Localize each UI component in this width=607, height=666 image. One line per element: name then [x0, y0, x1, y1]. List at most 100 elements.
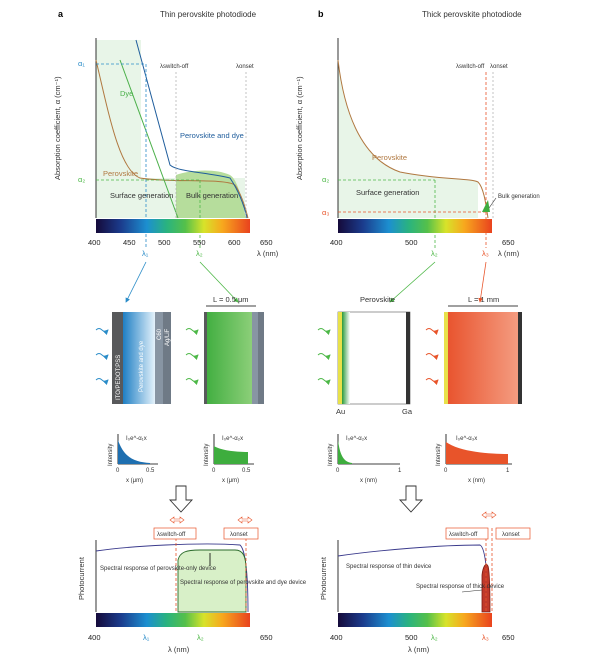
ylabel: Photocurrent — [77, 556, 86, 600]
device-stack-thin-left: ITO/PEDOT:PSS Perovskite and dye C60 Ag/… — [112, 312, 171, 404]
xtick-600: 600 — [228, 238, 241, 247]
panel-a-bottom-spectrum — [96, 613, 250, 627]
xtick-0-5: 0.5 — [146, 468, 155, 474]
intensity-plot-b-right: I₀e^-α₃x Intensity 0 1 x (nm) — [436, 434, 512, 484]
ylabel: Intensity — [204, 444, 210, 466]
layer-ito: ITO/PEDOT:PSS — [116, 355, 122, 400]
lambda3: λ₃ — [482, 633, 489, 642]
xlabel: λ (nm) — [168, 645, 190, 654]
surface-generation-label: Surface generation — [110, 191, 173, 200]
xtick-450: 450 — [123, 238, 136, 247]
xlabel: λ (nm) — [257, 249, 279, 258]
response2: Spectral response of thick device — [416, 584, 505, 590]
surface-generation-label: Surface generation — [356, 188, 419, 197]
xtick-500: 500 — [405, 238, 418, 247]
xtick-650: 650 — [260, 238, 273, 247]
xtick-400: 400 — [88, 633, 101, 642]
formula: I₀e^-α₃x — [456, 436, 477, 442]
layer-c60: C60 — [157, 328, 163, 340]
intensity-plot-a-right: I₀e^-α₂x Intensity 0 0.5 x (μm) — [204, 434, 254, 484]
layer-perovskite-dye: Perovskite and dye — [139, 340, 145, 392]
layer-ag-lif: Ag/LiF — [165, 328, 171, 346]
onset-shift-icon — [237, 516, 253, 524]
xlabel: x (nm) — [468, 478, 485, 484]
lambda1: λ₁ — [143, 633, 150, 642]
xtick-1: 1 — [506, 468, 510, 474]
xtick-1: 1 — [398, 468, 402, 474]
lambda-switch-off-label: λswitch-off — [456, 64, 485, 70]
panel-a-letter: a — [58, 9, 64, 19]
au-label: Au — [336, 407, 345, 416]
wavy-arrows-b-left — [317, 328, 331, 386]
perovskite-label: Perovskite — [103, 169, 138, 178]
ylabel: Absorption coefficient, α (cm⁻¹) — [53, 76, 62, 180]
lambda-onset-box: λonset — [230, 532, 248, 538]
alpha1-label: α₁ — [78, 59, 85, 68]
ylabel: Photocurrent — [319, 556, 328, 600]
xtick-0: 0 — [336, 468, 340, 474]
formula: I₀e^-α₂x — [222, 436, 243, 442]
ylabel: Intensity — [436, 444, 442, 466]
panel-b-bottom-spectrum — [338, 613, 492, 627]
alpha3-label: α₃ — [322, 208, 329, 217]
lambda-onset-label: λonset — [490, 64, 508, 70]
lambda2-label: λ₂ — [196, 249, 203, 258]
bulk-generation-label: Bulk generation — [186, 191, 238, 200]
perovskite-label: Perovskite — [372, 153, 407, 162]
xtick-400: 400 — [88, 238, 101, 247]
xtick-650: 650 — [502, 238, 515, 247]
panel-b-letter: b — [318, 9, 324, 19]
response1: Spectral response of perovskite-only dev… — [100, 566, 217, 572]
xtick-0: 0 — [116, 468, 120, 474]
xtick-400: 400 — [330, 633, 343, 642]
xtick-550: 550 — [193, 238, 206, 247]
xtick-500: 500 — [158, 238, 171, 247]
xtick-650: 650 — [260, 633, 273, 642]
alpha2-label: α₂ — [322, 175, 329, 184]
panel-a-spectrum-bar — [96, 219, 250, 233]
lambda-onset-label: λonset — [236, 64, 254, 70]
lambda-switch-off-box: λswitch-off — [449, 532, 478, 538]
xlabel: λ (nm) — [408, 645, 430, 654]
lambda-switch-off-box: λswitch-off — [157, 532, 186, 538]
xlabel: x (μm) — [126, 478, 143, 484]
panel-a-title: Thin perovskite photodiode — [160, 10, 257, 19]
panel-a-photocurrent-chart: λswitch-off λonset Spectral response of … — [77, 516, 307, 613]
panel-a-absorption-chart: α₁ α₂ λswitch-off λonset Dye Perovskite … — [53, 38, 254, 248]
lambda2-label: λ₂ — [431, 249, 438, 258]
xlabel: λ (nm) — [498, 249, 520, 258]
intensity-plot-a-left: I₀e^-α₁x Intensity 0 0.5 x (μm) — [108, 434, 158, 484]
ylabel: Intensity — [108, 444, 114, 466]
perovskite-dye-curve — [135, 39, 248, 219]
wavy-arrows-a-right — [185, 328, 199, 386]
panel-b-spectrum-bar — [338, 219, 492, 233]
wavy-arrows-a-left — [95, 328, 109, 386]
bulk-generation-label: Bulk generation — [498, 194, 540, 200]
intensity-plot-b-left: I₀e^-α₂x Intensity 0 1 x (nm) — [328, 434, 402, 484]
ylabel: Intensity — [328, 444, 334, 466]
ga-label: Ga — [402, 407, 413, 416]
lambda3-label: λ₃ — [482, 249, 489, 258]
lambda2: λ₂ — [431, 633, 438, 642]
dye-curve — [119, 59, 179, 219]
xtick-0: 0 — [444, 468, 448, 474]
alpha2-label: α₂ — [78, 175, 85, 184]
ylabel: Absorption coefficient, α (cm⁻¹) — [295, 76, 304, 180]
lambda1-label: λ₁ — [142, 249, 149, 258]
panel-b-photocurrent-chart: λswitch-off λonset Spectral response of … — [319, 511, 531, 613]
lambda-onset-box: λonset — [502, 532, 520, 538]
lambda2: λ₂ — [197, 633, 204, 642]
dye-label: Dye — [120, 89, 133, 98]
panel-b-absorption-chart: α₂ α₃ λswitch-off λonset Perovskite Surf… — [295, 38, 540, 248]
xtick-400: 400 — [330, 238, 343, 247]
device-stack-thick-left: Perovskite Au Ga — [336, 295, 413, 416]
lambda-switch-off-label: λswitch-off — [160, 64, 189, 70]
formula: I₀e^-α₁x — [126, 436, 147, 442]
xtick-500: 500 — [405, 633, 418, 642]
panel-b-title: Thick perovskite photodiode — [422, 10, 522, 19]
thickness-label: L = 1 mm — [468, 295, 499, 304]
perovskite-and-dye-label: Perovskite and dye — [180, 131, 244, 140]
device-stack-thin-right: L = 0.5 μm — [204, 295, 264, 404]
response2: Spectral response of perovskite and dye … — [180, 580, 307, 586]
